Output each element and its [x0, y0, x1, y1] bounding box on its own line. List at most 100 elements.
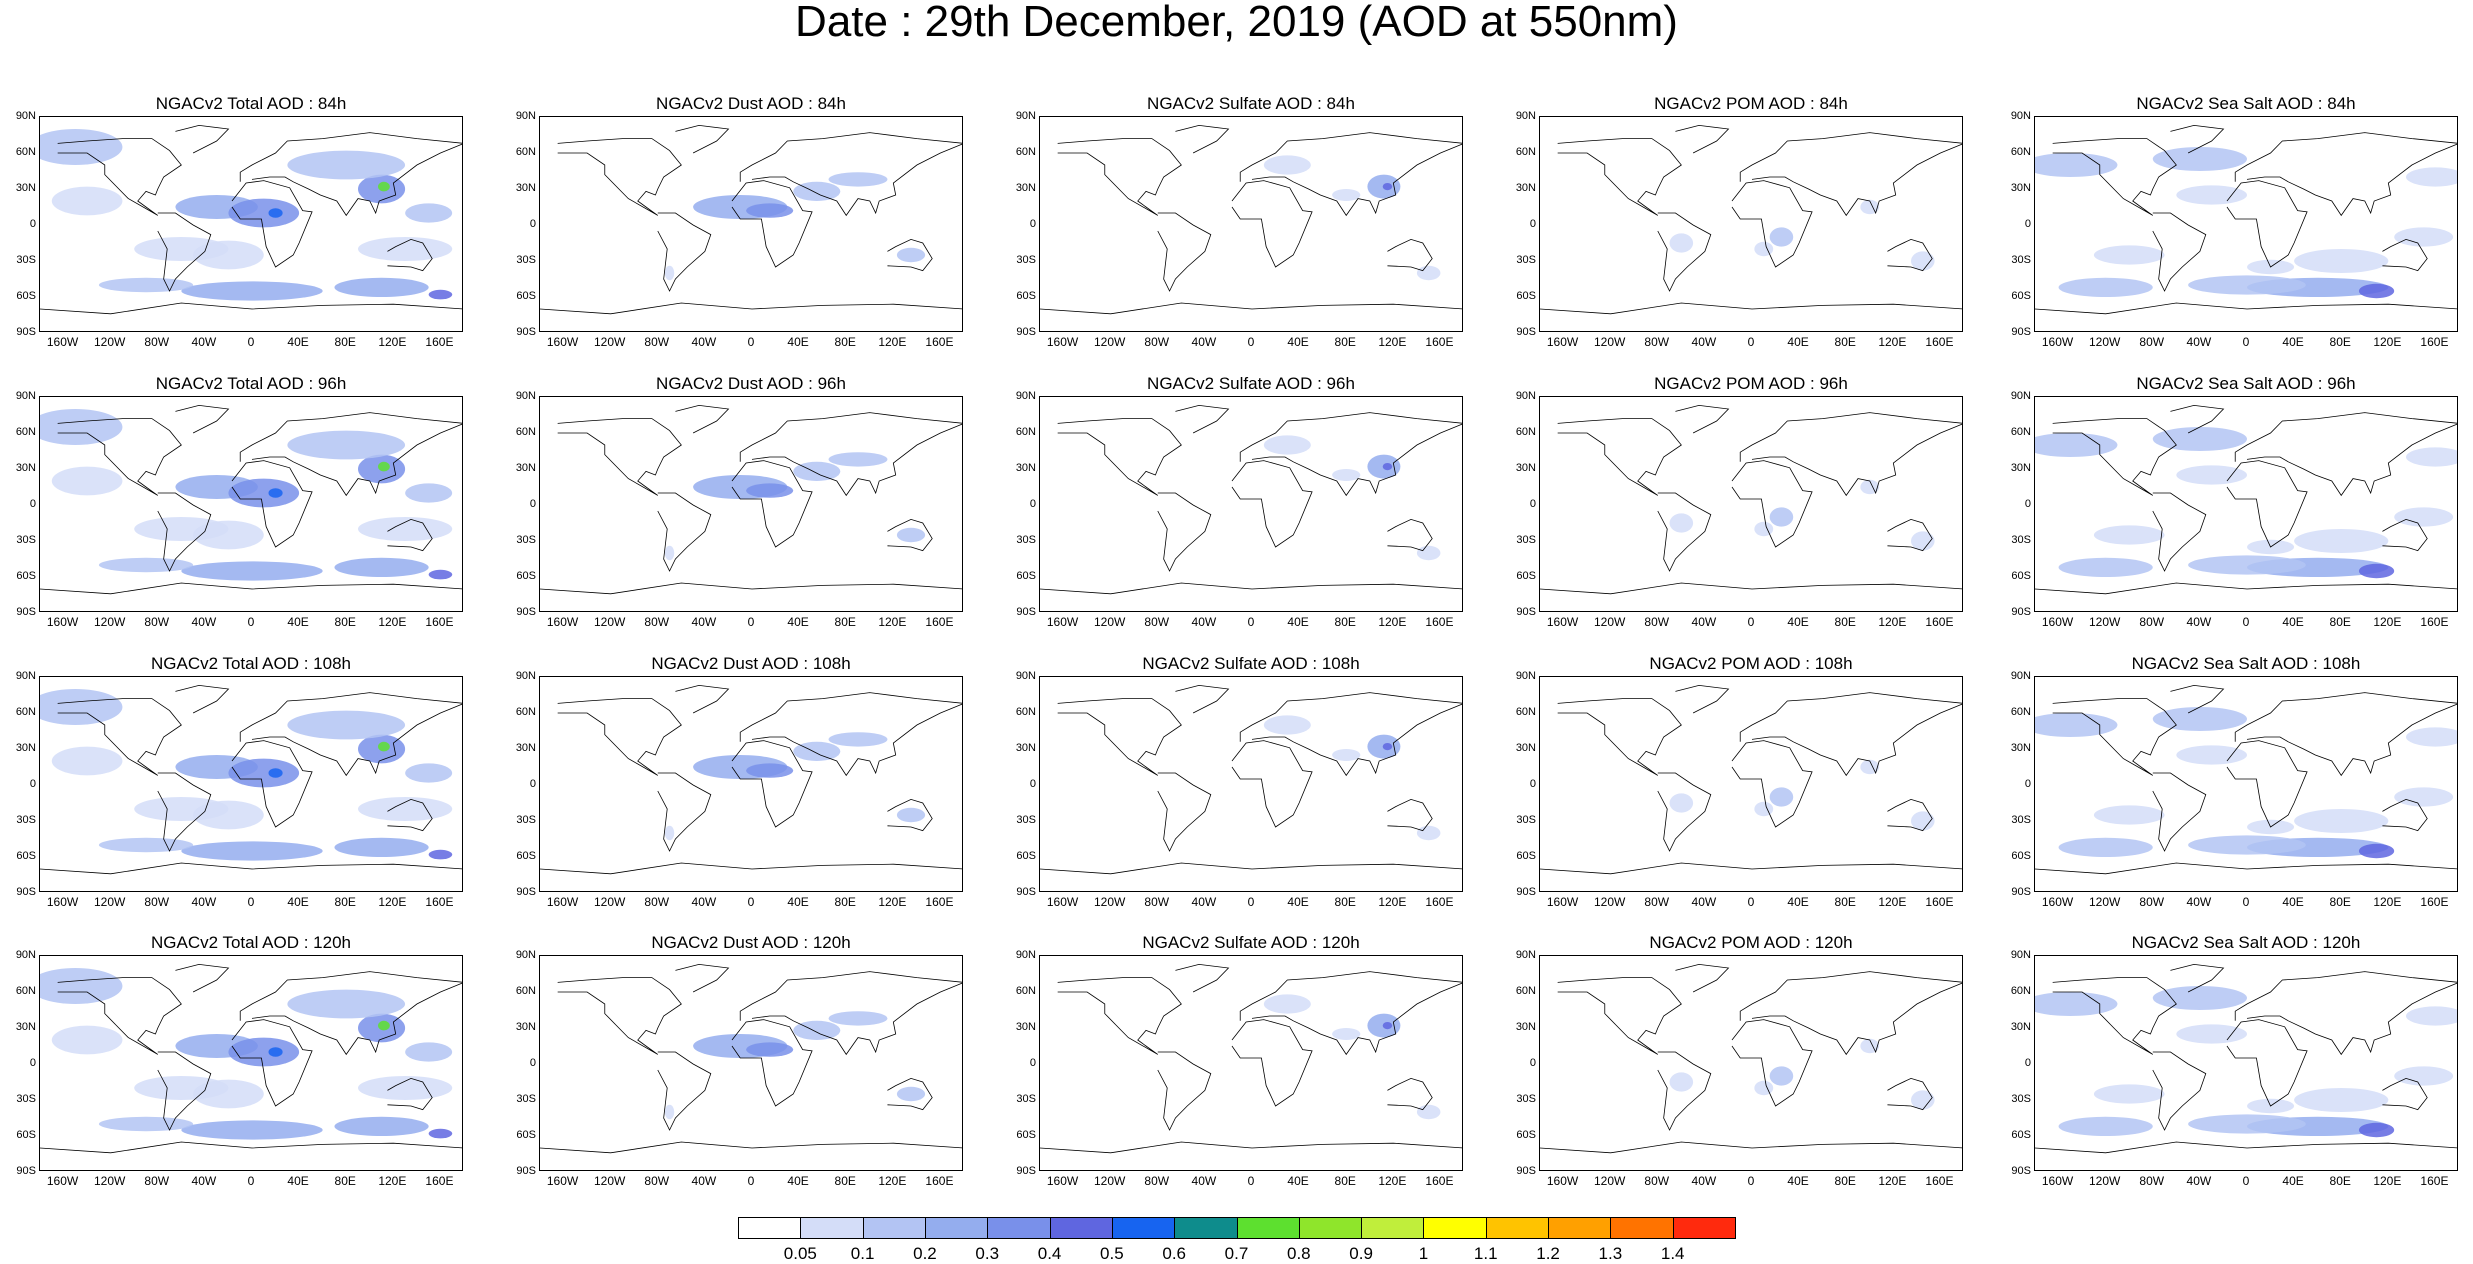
lon-tick-label: 0 [747, 335, 755, 349]
coastline [675, 684, 730, 714]
aod-region [428, 289, 453, 300]
lon-tick-label: 0 [247, 615, 255, 629]
lon-tick-label: 160W [2041, 895, 2074, 909]
coastline [2052, 977, 2177, 1055]
coastline [157, 492, 212, 572]
coastline [231, 460, 313, 548]
coastline [1175, 124, 1230, 154]
lon-tick-label: 40W [691, 335, 717, 349]
lat-tick-label: 30S [1016, 534, 1036, 546]
lat-tick-label: 90N [2010, 670, 2031, 682]
panel-title: NGACv2 POM AOD : 96h [1654, 374, 1848, 393]
lon-tick-label: 160E [925, 895, 954, 909]
aod-region [1860, 479, 1880, 495]
aod-region [193, 240, 264, 270]
lon-tick-label: 160W [546, 335, 579, 349]
lon-tick-label: 0 [1747, 615, 1755, 629]
aod-region [2394, 1066, 2454, 1086]
aod-region [1669, 793, 1694, 813]
lon-tick-label: 120E [378, 1174, 407, 1188]
coastline [57, 138, 182, 216]
lat-tick-label: 60S [516, 290, 536, 302]
panel-title: NGACv2 Dust AOD : 108h [651, 654, 851, 673]
lat-tick-label: 0 [1529, 218, 1536, 230]
colorbar-label: 0.1 [850, 1244, 875, 1263]
lon-tick-label: 0 [1247, 1174, 1255, 1188]
coastline [1157, 772, 1212, 852]
aod-region [1769, 227, 1794, 247]
coastline [1040, 1141, 1462, 1154]
coastline [2152, 772, 2207, 852]
lat-tick-label: 90S [2011, 1165, 2031, 1177]
coastline [57, 698, 182, 776]
world-map [540, 963, 962, 1154]
colorbar-label: 0.5 [1100, 1244, 1124, 1263]
lon-tick-label: 0 [2242, 615, 2250, 629]
lon-tick-label: 0 [1747, 1174, 1755, 1188]
lon-tick-label: 40W [191, 335, 217, 349]
lon-tick-label: 160W [546, 895, 579, 909]
lon-tick-label: 120W [93, 615, 126, 629]
lon-tick-label: 0 [1747, 895, 1755, 909]
lon-tick-label: 40E [1287, 895, 1309, 909]
lat-tick-label: 60S [516, 570, 536, 582]
lat-tick-label: 0 [1529, 778, 1536, 790]
lon-tick-label: 80E [834, 615, 856, 629]
coastline [57, 418, 182, 496]
lat-tick-label: 30S [516, 814, 536, 826]
lon-tick-label: 40W [191, 615, 217, 629]
lat-tick-label: 90N [1015, 390, 1036, 402]
coastline [2234, 412, 2457, 497]
map-frame [539, 676, 963, 892]
map-frame [1539, 676, 1963, 892]
lat-tick-label: 90S [1516, 606, 1536, 618]
aod-region [1669, 513, 1694, 533]
aod-region [2093, 1084, 2165, 1104]
lat-tick-label: 60S [1016, 1129, 1036, 1141]
aod-region [40, 689, 123, 725]
lon-tick-label: 40E [1787, 895, 1809, 909]
lat-tick-label: 30N [515, 462, 536, 474]
world-map [540, 684, 962, 875]
aod-region [746, 763, 794, 778]
lon-tick-label: 120W [1593, 1174, 1626, 1188]
coastline [2382, 1077, 2428, 1111]
aod-region [1754, 1080, 1774, 1096]
aod-region [334, 837, 429, 857]
world-map [2035, 124, 2457, 315]
lat-tick-label: 90S [16, 606, 36, 618]
aod-region [358, 237, 453, 261]
coastline [2035, 1141, 2457, 1154]
lon-tick-label: 80W [1644, 615, 1670, 629]
lon-tick-label: 40E [1787, 1174, 1809, 1188]
lat-tick-label: 0 [1029, 1057, 1036, 1069]
coastline [1175, 684, 1230, 714]
lon-tick-label: 80E [1334, 615, 1356, 629]
aod-region [2152, 707, 2247, 731]
lon-tick-label: 40E [287, 335, 309, 349]
coastline [231, 740, 313, 828]
aod-region [181, 561, 323, 581]
aod-region [828, 732, 888, 747]
map-frame [39, 116, 463, 332]
map-panel-seasalt-r1: NGACv2 Sea Salt AOD : 96h 90N 60N 30N 0 30S 60… [1995, 280, 2473, 629]
lon-tick-label: 120W [2088, 615, 2121, 629]
aod-region [98, 1116, 194, 1132]
coastline [1887, 238, 1933, 272]
aod-region [1382, 1022, 1393, 1030]
lat-tick-label: 60N [1015, 146, 1036, 158]
lon-tick-label: 0 [1247, 335, 1255, 349]
aod-region [98, 277, 194, 293]
lon-tick-label: 160E [1925, 1174, 1954, 1188]
lon-tick-label: 0 [247, 335, 255, 349]
coastline [1731, 1019, 1813, 1107]
coastline [887, 1077, 933, 1111]
panel-title: NGACv2 Total AOD : 84h [155, 94, 347, 113]
aod-region [228, 478, 300, 508]
colorbar-label: 0.05 [783, 1244, 817, 1263]
lon-tick-label: 160E [2420, 615, 2449, 629]
lon-tick-label: 40W [691, 1174, 717, 1188]
aod-region [334, 277, 429, 297]
lon-tick-label: 40W [2186, 615, 2212, 629]
lon-tick-label: 160E [1425, 1174, 1454, 1188]
